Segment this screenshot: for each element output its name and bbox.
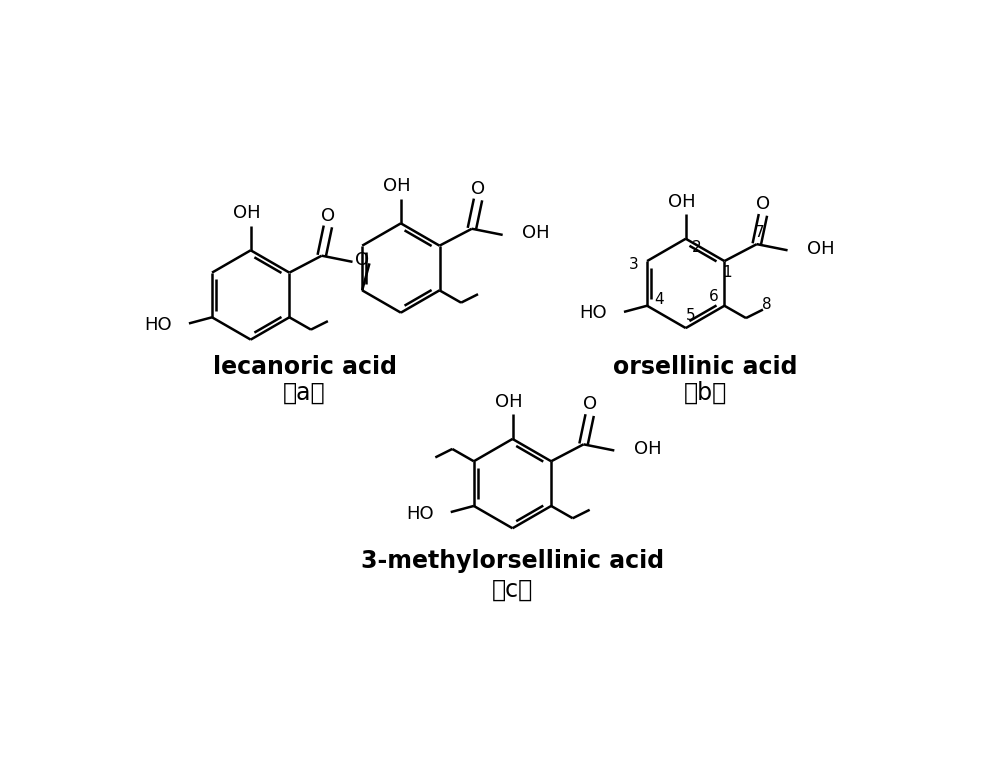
Text: 3: 3 (628, 257, 638, 273)
Text: O: O (583, 395, 597, 413)
Text: HO: HO (144, 316, 172, 334)
Text: 8: 8 (762, 296, 772, 312)
Text: 3-methylorsellinic acid: 3-methylorsellinic acid (361, 549, 664, 572)
Text: OH: OH (807, 240, 834, 257)
Text: HO: HO (579, 304, 607, 322)
Text: 2: 2 (692, 241, 701, 255)
Text: O: O (355, 251, 370, 269)
Text: HO: HO (406, 505, 434, 523)
Text: OH: OH (668, 193, 696, 211)
Text: 6: 6 (709, 289, 719, 304)
Text: 4: 4 (655, 292, 664, 307)
Text: 7: 7 (755, 225, 765, 240)
Text: （c）: （c） (492, 578, 533, 602)
Text: OH: OH (495, 393, 522, 411)
Text: OH: OH (522, 225, 550, 242)
Text: OH: OH (233, 204, 261, 222)
Text: OH: OH (634, 440, 661, 458)
Text: lecanoric acid: lecanoric acid (213, 354, 397, 379)
Text: O: O (471, 180, 485, 198)
Text: O: O (756, 195, 770, 213)
Text: OH: OH (383, 177, 411, 196)
Text: O: O (321, 206, 335, 225)
Text: （b）: （b） (683, 380, 727, 405)
Text: （a）: （a） (283, 380, 326, 405)
Text: 1: 1 (722, 265, 732, 280)
Text: 5: 5 (686, 308, 695, 323)
Text: orsellinic acid: orsellinic acid (613, 354, 797, 379)
